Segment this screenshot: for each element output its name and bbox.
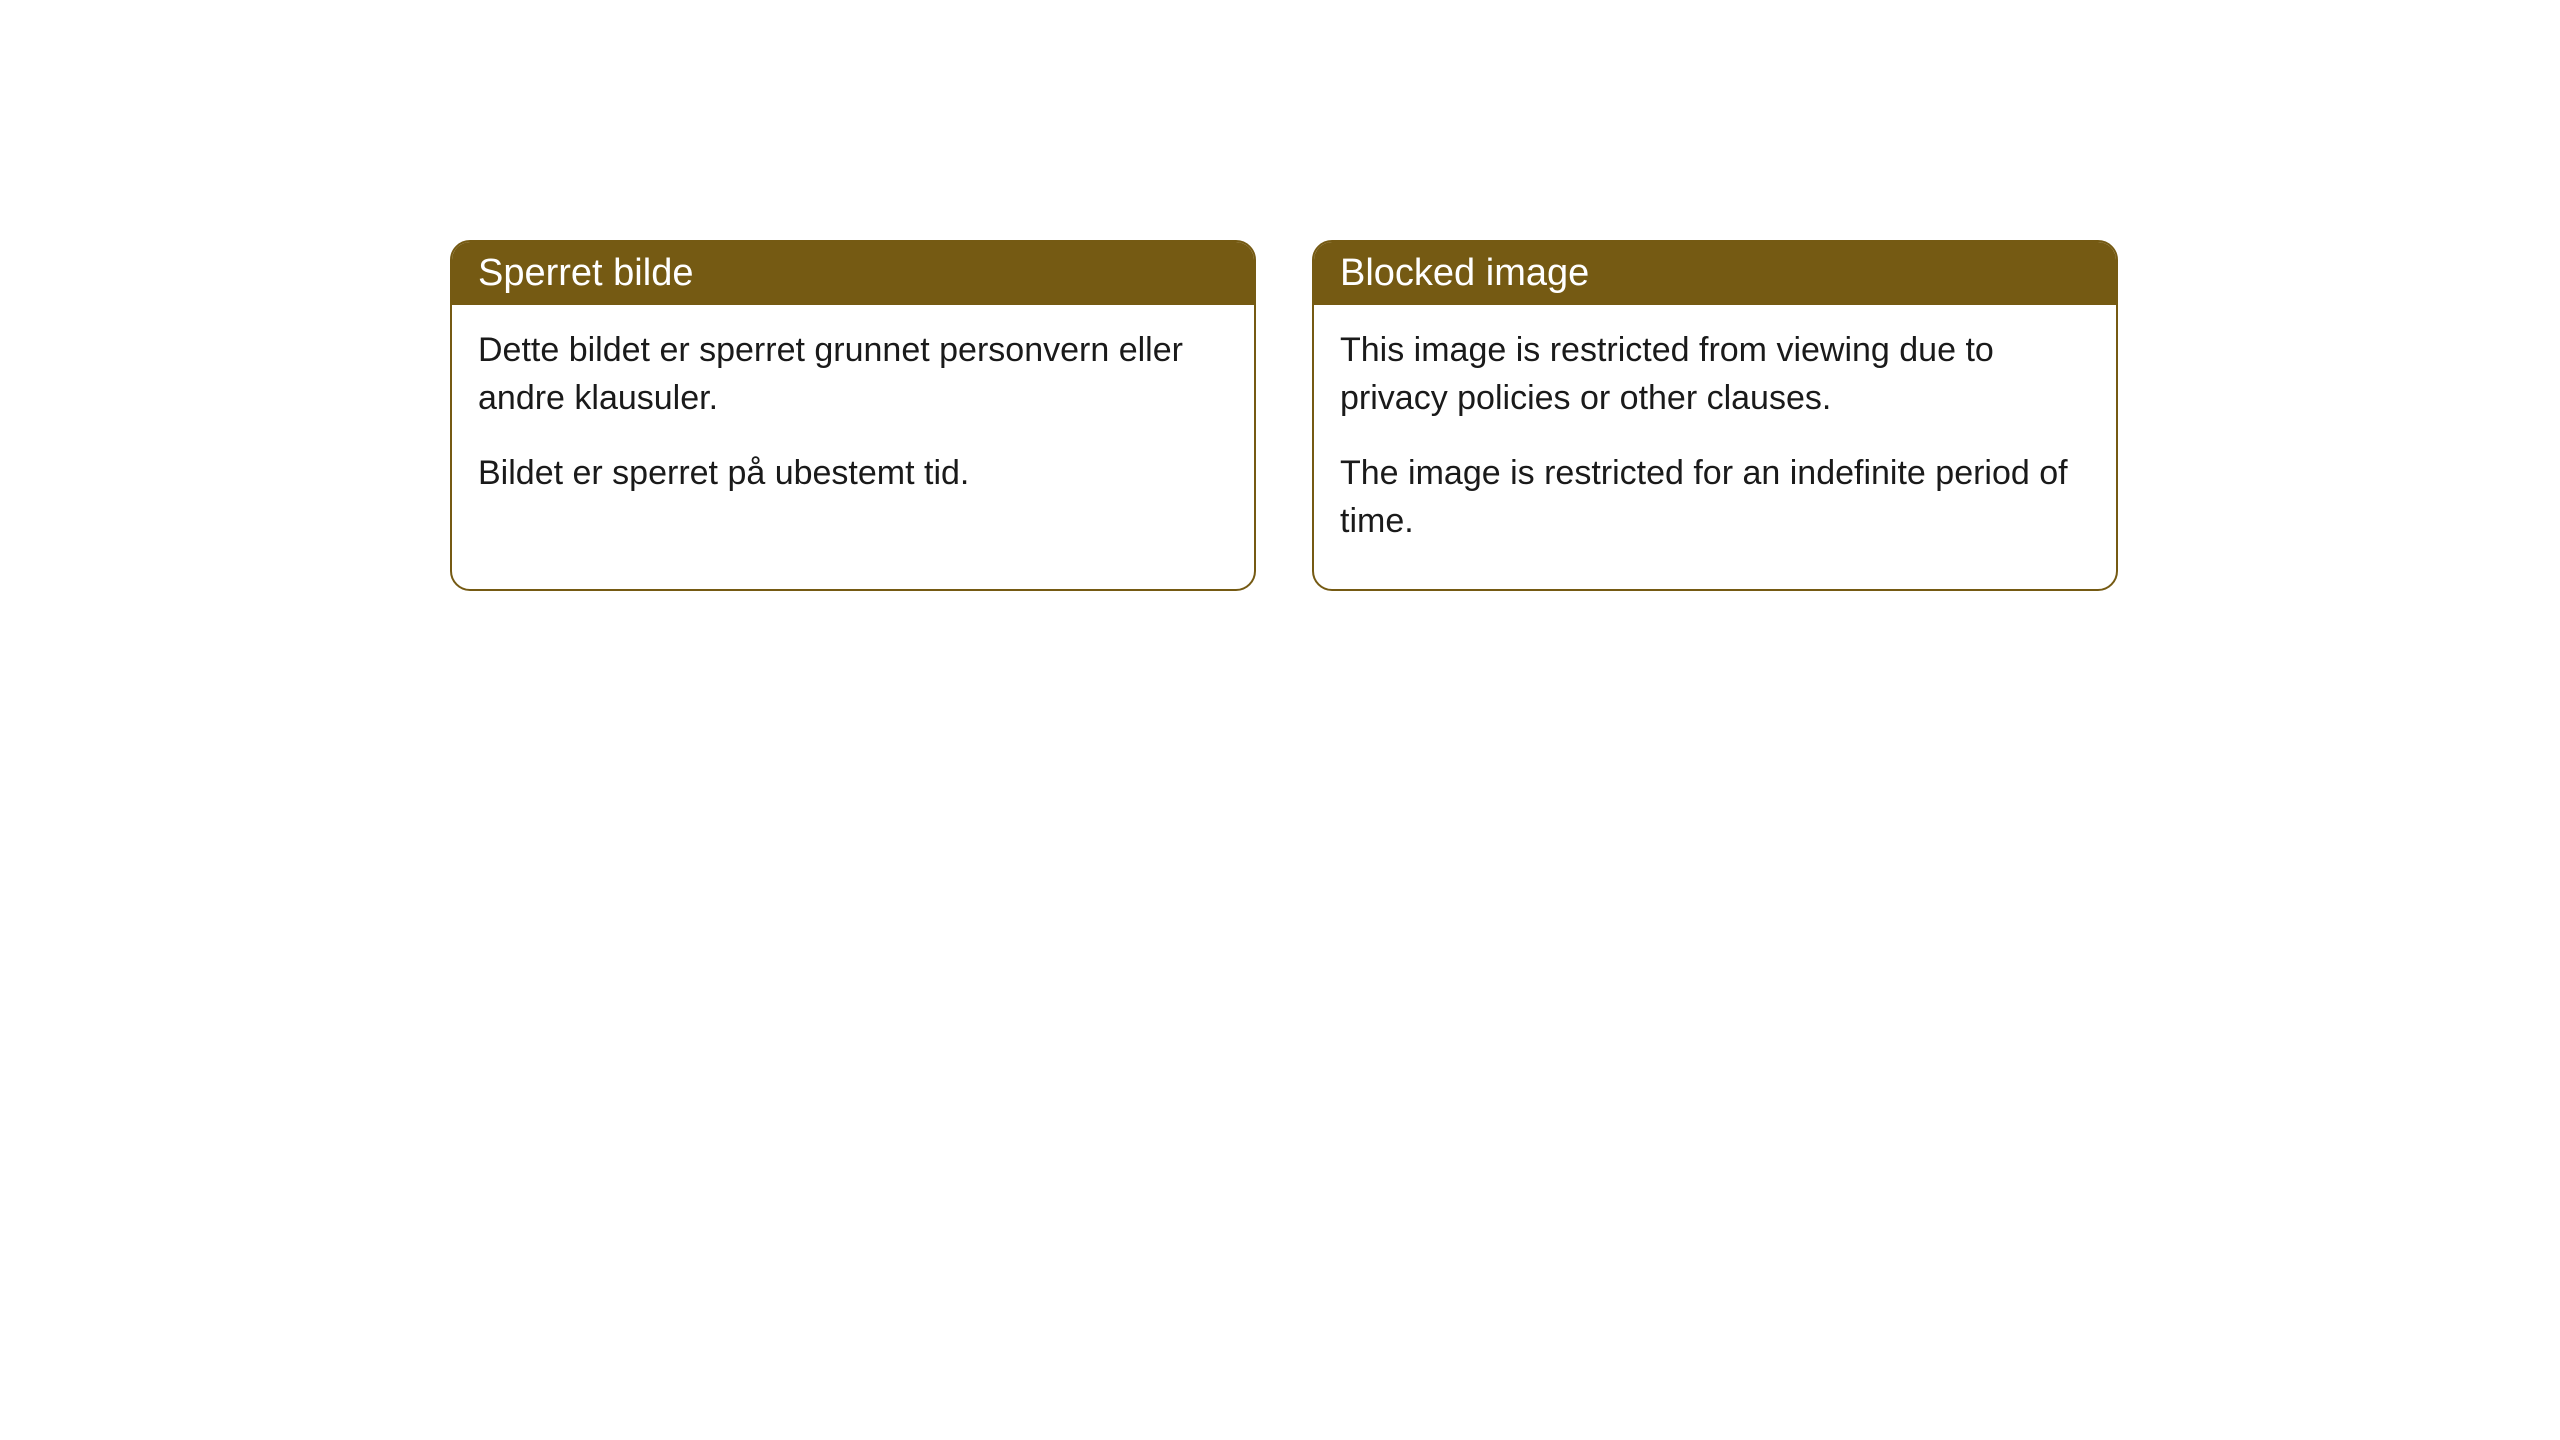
card-header: Blocked image: [1314, 242, 2116, 305]
card-paragraph: This image is restricted from viewing du…: [1340, 327, 2090, 422]
card-paragraph: Dette bildet er sperret grunnet personve…: [478, 327, 1228, 422]
card-title: Sperret bilde: [478, 252, 693, 294]
notice-card-norwegian: Sperret bilde Dette bildet er sperret gr…: [450, 240, 1256, 591]
card-body: Dette bildet er sperret grunnet personve…: [452, 305, 1254, 542]
card-body: This image is restricted from viewing du…: [1314, 305, 2116, 589]
card-title: Blocked image: [1340, 252, 1589, 294]
notice-cards-container: Sperret bilde Dette bildet er sperret gr…: [450, 240, 2118, 591]
card-header: Sperret bilde: [452, 242, 1254, 305]
notice-card-english: Blocked image This image is restricted f…: [1312, 240, 2118, 591]
card-paragraph: The image is restricted for an indefinit…: [1340, 450, 2090, 545]
card-paragraph: Bildet er sperret på ubestemt tid.: [478, 450, 1228, 498]
